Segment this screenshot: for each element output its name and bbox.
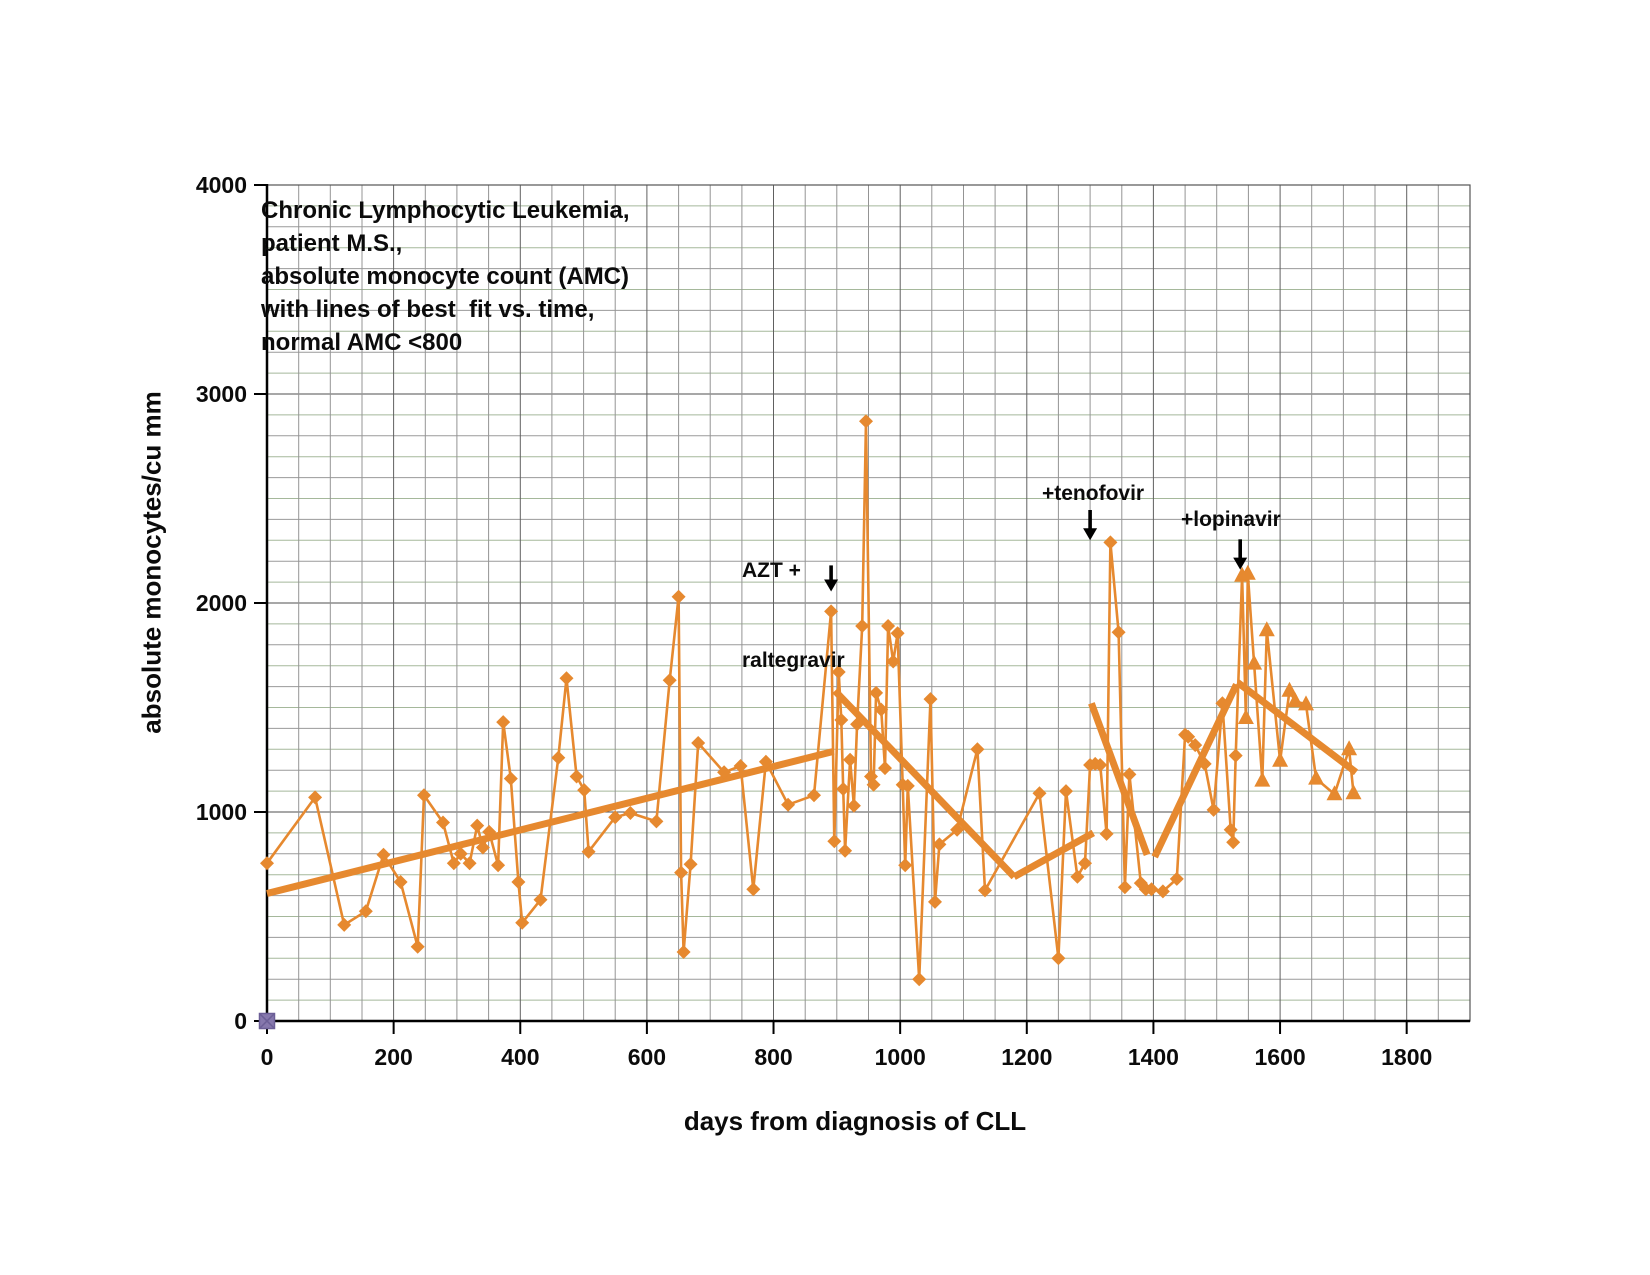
y-tick-label: 3000 [196, 381, 247, 407]
y-tick-label: 0 [234, 1008, 247, 1034]
y-tick-label: 1000 [196, 799, 247, 825]
y-tick-label: 4000 [196, 172, 247, 198]
annotation-tenofovir: +tenofovir [1042, 482, 1145, 505]
x-tick-label: 1000 [875, 1044, 926, 1070]
x-tick-label: 1800 [1381, 1044, 1432, 1070]
x-tick-label: 1200 [1001, 1044, 1052, 1070]
axes: 0 1000 2000 3000 4000 0 200 400 600 800 1000 1200 14… [196, 172, 1470, 1070]
annotation-azt-line2: raltegravir [742, 649, 845, 672]
down-arrow-icon [824, 579, 839, 592]
annotation-arrows [824, 510, 1248, 592]
amc-series-markers [258, 414, 1362, 1030]
title-line: absolute monocyte count (AMC) [261, 263, 630, 290]
x-tick-label: 400 [501, 1044, 539, 1070]
grid [266, 184, 1471, 1022]
y-tick-label: 2000 [196, 590, 247, 616]
down-arrow-icon [1233, 557, 1248, 570]
origin-square-marker [258, 1012, 276, 1030]
x-tick-label: 0 [261, 1044, 274, 1070]
title-line: patient M.S., [261, 230, 403, 257]
x-tick-label: 200 [374, 1044, 412, 1070]
title-line: normal AMC <800 [261, 329, 463, 356]
annotation-azt-line1: AZT + [742, 559, 801, 582]
y-axis-title: absolute monocytes/cu mm [136, 391, 167, 734]
x-tick-label: 800 [754, 1044, 792, 1070]
annotation-lopinavir: +lopinavir [1181, 508, 1281, 531]
chart-title-block: Chronic Lymphocytic Leukemia, patient M.… [261, 194, 630, 359]
title-line: with lines of best fit vs. time, [261, 296, 595, 323]
down-arrow-icon [1083, 528, 1098, 541]
title-line: Chronic Lymphocytic Leukemia, [261, 197, 630, 224]
x-tick-label: 1600 [1255, 1044, 1306, 1070]
x-tick-label: 600 [628, 1044, 666, 1070]
x-axis-title: days from diagnosis of CLL [683, 1106, 1027, 1136]
x-tick-label: 1400 [1128, 1044, 1179, 1070]
annotation-azt-raltegravir: AZT + raltegravir [742, 496, 845, 736]
